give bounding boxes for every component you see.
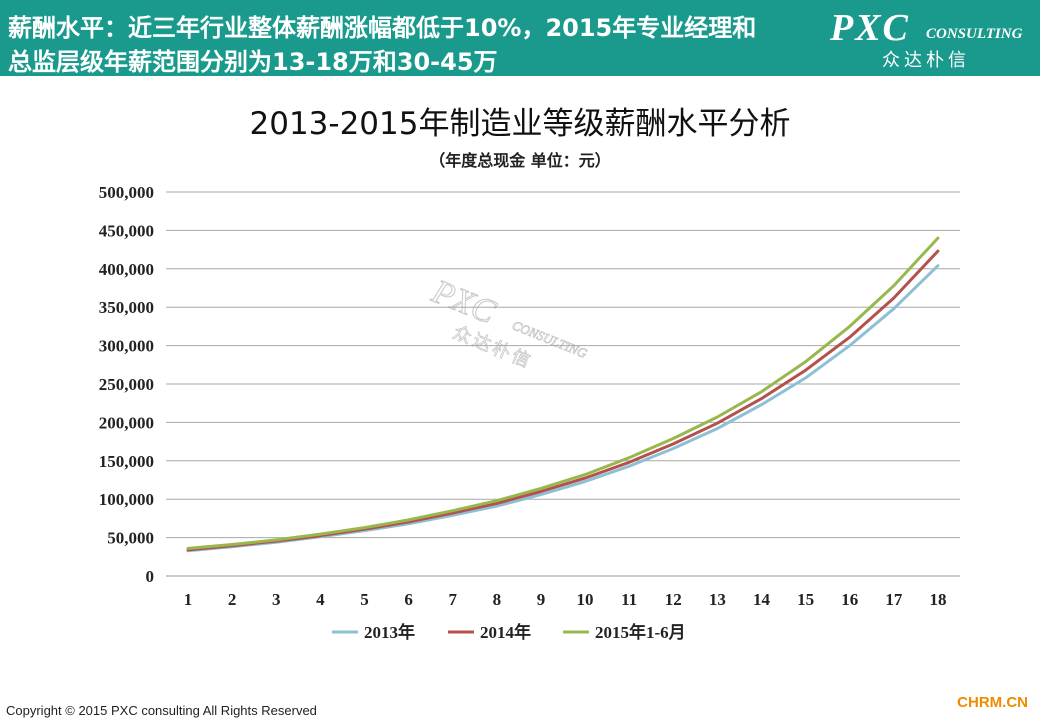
y-tick-label: 50,000 <box>107 529 154 548</box>
logo-sub: CONSULTING <box>926 26 1023 42</box>
chart-legend: 2013年 2014年 2015年1-6月 <box>332 622 686 642</box>
x-tick-label: 4 <box>316 590 325 609</box>
y-tick-label: 450,000 <box>99 221 154 240</box>
x-tick-label: 17 <box>885 590 903 609</box>
header-banner: 薪酬水平：近三年行业整体薪酬涨幅都低于10%，2015年专业经理和 总监层级年薪… <box>0 0 1040 76</box>
x-tick-label: 11 <box>621 590 637 609</box>
x-tick-label: 12 <box>665 590 682 609</box>
chart-series <box>186 236 940 553</box>
y-tick-label: 150,000 <box>99 452 154 471</box>
y-tick-label: 100,000 <box>99 490 154 509</box>
x-tick-label: 9 <box>537 590 546 609</box>
x-tick-label: 3 <box>272 590 281 609</box>
x-tick-label: 1 <box>184 590 193 609</box>
watermark: PXC CONSULTING 众达朴信 <box>426 272 591 373</box>
x-tick-label: 13 <box>709 590 726 609</box>
y-tick-label: 200,000 <box>99 413 154 432</box>
watermark-brand: PXC <box>426 273 501 332</box>
logo-cn: 众达朴信 <box>882 50 970 71</box>
chart-subtitle: （年度总现金 单位：元） <box>429 151 611 170</box>
x-tick-label: 15 <box>797 590 814 609</box>
legend-label: 2013年 <box>364 622 415 642</box>
series-line-3 <box>186 236 940 550</box>
y-axis-labels: 0 50,000 100,000 150,000 200,000 250,000 300,0… <box>99 183 154 586</box>
x-tick-label: 16 <box>841 590 858 609</box>
y-tick-label: 350,000 <box>99 298 154 317</box>
pxc-logo: PXC CONSULTING 众达朴信 <box>830 6 1034 71</box>
y-tick-label: 250,000 <box>99 375 154 394</box>
legend-label: 2015年1-6月 <box>595 622 686 642</box>
copyright-text: Copyright © 2015 PXC consulting All Righ… <box>6 703 317 718</box>
series-line-2 <box>186 249 940 552</box>
x-tick-label: 2 <box>228 590 237 609</box>
logo-brand: PXC <box>830 7 910 49</box>
x-tick-label: 6 <box>404 590 413 609</box>
x-tick-label: 8 <box>493 590 502 609</box>
headline-line-2: 总监层级年薪范围分别为13-18万和30-45万 <box>8 48 498 76</box>
site-watermark: CHRM.CN <box>957 694 1028 711</box>
y-tick-label: 400,000 <box>99 260 154 279</box>
headline-line-1: 薪酬水平：近三年行业整体薪酬涨幅都低于10%，2015年专业经理和 <box>8 14 757 42</box>
x-tick-label: 18 <box>929 590 946 609</box>
x-tick-label: 5 <box>360 590 369 609</box>
series-line-1 <box>186 264 940 553</box>
chart-grid <box>166 191 960 577</box>
y-tick-label: 300,000 <box>99 337 154 356</box>
y-tick-label: 500,000 <box>99 183 154 202</box>
x-tick-label: 14 <box>753 590 771 609</box>
y-tick-label: 0 <box>146 567 155 586</box>
x-tick-label: 7 <box>448 590 457 609</box>
x-axis-labels: 1 2 3 4 5 6 7 8 9 10 11 12 13 14 15 16 17 18 <box>184 590 947 609</box>
chart-title: 2013-2015年制造业等级薪酬水平分析 <box>250 106 791 142</box>
x-tick-label: 10 <box>577 590 594 609</box>
legend-label: 2014年 <box>480 622 531 642</box>
salary-line-chart: 2013-2015年制造业等级薪酬水平分析 （年度总现金 单位：元） PXC C… <box>99 106 960 642</box>
